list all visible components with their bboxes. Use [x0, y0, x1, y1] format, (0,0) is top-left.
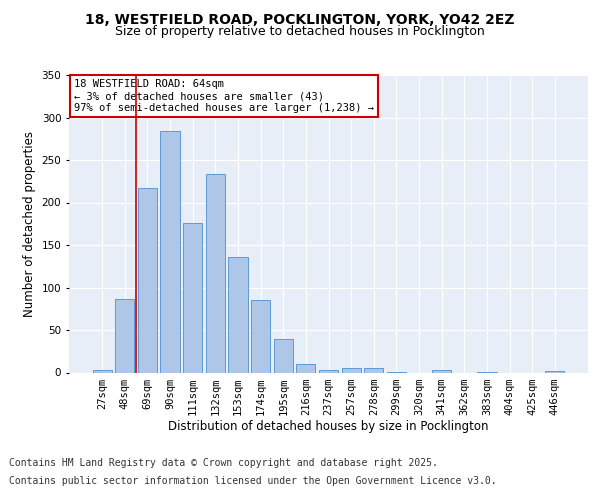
Text: 18 WESTFIELD ROAD: 64sqm
← 3% of detached houses are smaller (43)
97% of semi-de: 18 WESTFIELD ROAD: 64sqm ← 3% of detache…	[74, 80, 374, 112]
Bar	[206, 174, 225, 372]
Bar	[341, 368, 361, 372]
Bar	[92, 370, 112, 372]
Text: Contains public sector information licensed under the Open Government Licence v3: Contains public sector information licen…	[9, 476, 497, 486]
X-axis label: Distribution of detached houses by size in Pocklington: Distribution of detached houses by size …	[168, 420, 489, 434]
Bar	[319, 370, 338, 372]
Bar	[545, 371, 565, 372]
Bar	[160, 131, 180, 372]
Bar	[251, 300, 270, 372]
Bar	[138, 188, 157, 372]
Bar	[432, 370, 451, 372]
Bar	[229, 257, 248, 372]
Bar	[364, 368, 383, 372]
Text: Contains HM Land Registry data © Crown copyright and database right 2025.: Contains HM Land Registry data © Crown c…	[9, 458, 438, 468]
Text: Size of property relative to detached houses in Pocklington: Size of property relative to detached ho…	[115, 25, 485, 38]
Bar	[274, 338, 293, 372]
Y-axis label: Number of detached properties: Number of detached properties	[23, 130, 36, 317]
Bar	[115, 300, 134, 372]
Text: 18, WESTFIELD ROAD, POCKLINGTON, YORK, YO42 2EZ: 18, WESTFIELD ROAD, POCKLINGTON, YORK, Y…	[85, 12, 515, 26]
Bar	[183, 223, 202, 372]
Bar	[296, 364, 316, 372]
